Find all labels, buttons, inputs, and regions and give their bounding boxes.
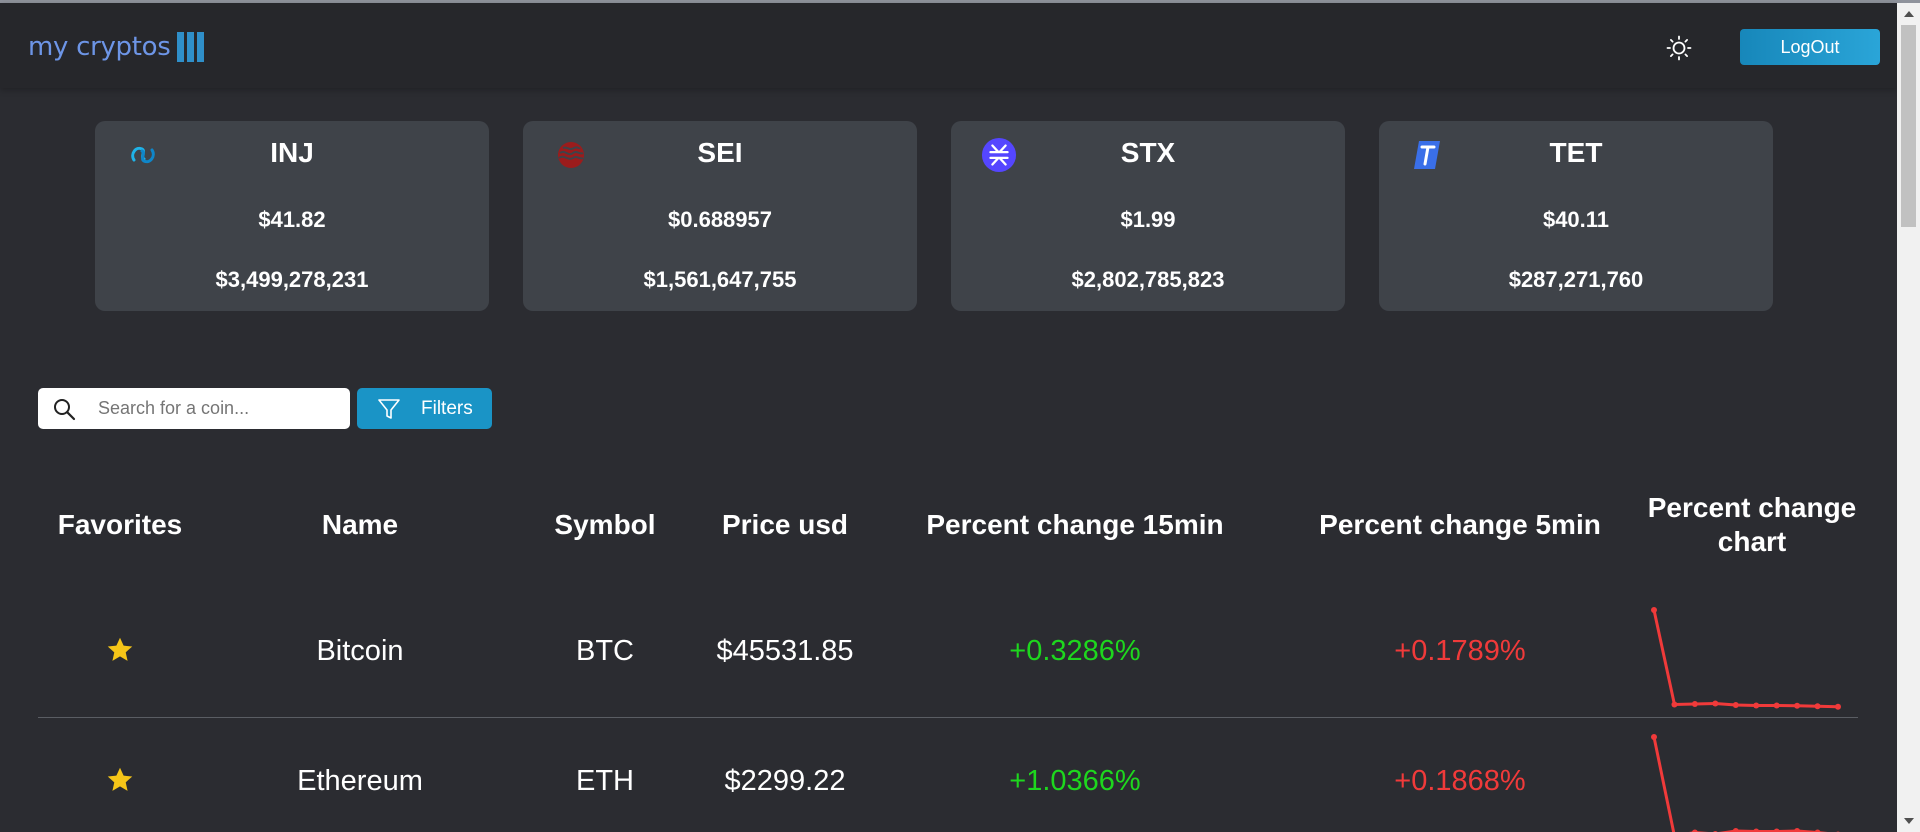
sparkline-point <box>1773 702 1780 709</box>
favorite-star-icon[interactable] <box>106 766 134 794</box>
scroll-down-arrow-icon[interactable] <box>1904 818 1914 824</box>
sparkline-point <box>1794 828 1801 832</box>
sparkline-line <box>1652 609 1839 709</box>
coin-price: $2299.22 <box>724 765 846 797</box>
column-header-change-15min[interactable]: Percent change 15min <box>926 509 1224 540</box>
sparkline-point <box>1794 702 1801 709</box>
column-header-name[interactable]: Name <box>321 509 399 540</box>
sparkline-point <box>1773 828 1780 832</box>
sparkline-point <box>1671 701 1678 708</box>
sun-icon <box>1666 35 1692 61</box>
column-header-change-5min[interactable]: Percent change 5min <box>1319 509 1601 540</box>
column-header-price[interactable]: Price usd <box>721 509 849 540</box>
filters-button[interactable]: Filters <box>357 388 492 429</box>
column-header-chart-line1: Percent change <box>1647 492 1857 523</box>
coin-card-market-cap: $287,271,760 <box>1508 267 1644 292</box>
sparkline-point <box>1753 828 1760 832</box>
coin-card-stx[interactable]: STX $1.99 $2,802,785,823 <box>951 121 1345 311</box>
coin-change-15min: +0.3286% <box>1009 635 1141 667</box>
navbar: my cryptos LogOut <box>0 3 1897 88</box>
coin-card-symbol: INJ <box>270 137 314 168</box>
sparkline-point <box>1732 702 1739 708</box>
top-coins-cards: INJ $41.82 $3,499,278,231 SEI $0.688957 … <box>95 121 1773 311</box>
search-icon <box>52 395 80 423</box>
stacks-logo-icon <box>981 137 1017 173</box>
coin-change-5min: +0.1868% <box>1394 765 1526 797</box>
percent-change-sparkline <box>1651 607 1841 710</box>
sparkline-point <box>1651 734 1657 740</box>
search-box[interactable] <box>38 388 350 429</box>
coin-card-price: $0.688957 <box>668 207 772 232</box>
sparkline-point <box>1712 700 1719 707</box>
coin-card-market-cap: $2,802,785,823 <box>1071 267 1225 292</box>
sparkline-point <box>1835 703 1841 710</box>
coin-card-market-cap: $1,561,647,755 <box>643 267 797 292</box>
coin-price: $45531.85 <box>716 635 854 667</box>
sparkline-point <box>1651 607 1657 613</box>
logo-bars-icon <box>176 32 204 62</box>
scroll-up-arrow-icon[interactable] <box>1904 11 1914 17</box>
coin-card-symbol: TET <box>1549 137 1603 168</box>
column-header-favorites[interactable]: Favorites <box>57 509 183 540</box>
sparkline-point <box>1691 829 1698 832</box>
coin-card-symbol: SEI <box>697 137 743 168</box>
window-top-border <box>0 0 1920 3</box>
theme-toggle-button[interactable] <box>1664 33 1694 63</box>
coin-card-price: $40.11 <box>1542 207 1610 232</box>
sparkline-point <box>1814 703 1821 710</box>
logout-button[interactable]: LogOut <box>1740 29 1880 65</box>
column-header-chart[interactable]: Percent change chart <box>1640 491 1864 559</box>
coin-name[interactable]: Ethereum <box>297 765 423 797</box>
vertical-scrollbar[interactable] <box>1897 3 1920 832</box>
filter-funnel-icon <box>377 397 401 421</box>
search-input[interactable] <box>98 398 338 419</box>
coin-symbol: BTC <box>576 635 634 667</box>
coin-symbol: ETH <box>576 765 634 797</box>
coin-card-tet[interactable]: TET $40.11 $287,271,760 <box>1379 121 1773 311</box>
coin-name[interactable]: Bitcoin <box>316 635 404 667</box>
sparkline-point <box>1814 829 1821 832</box>
coin-change-5min: +0.1789% <box>1394 635 1526 667</box>
coin-card-price: $41.82 <box>258 207 326 232</box>
coin-change-15min: +1.0366% <box>1009 765 1141 797</box>
sparkline-point <box>1732 828 1739 832</box>
sparkline-point <box>1691 701 1698 707</box>
row-divider <box>38 717 1858 718</box>
filters-button-label: Filters <box>421 397 473 419</box>
sei-logo-icon <box>553 137 589 173</box>
sparkline-line <box>1652 736 1828 832</box>
favorite-star-icon[interactable] <box>106 636 134 664</box>
sparkline-point <box>1753 702 1760 709</box>
coin-card-symbol: STX <box>1120 137 1176 168</box>
coin-card-market-cap: $3,499,278,231 <box>215 267 369 292</box>
coin-card-price: $1.99 <box>1120 207 1176 232</box>
scrollbar-thumb[interactable] <box>1901 25 1916 227</box>
percent-change-sparkline <box>1651 734 1840 832</box>
coin-card-sei[interactable]: SEI $0.688957 $1,561,647,755 <box>523 121 917 311</box>
column-header-symbol[interactable]: Symbol <box>554 509 656 540</box>
tectum-logo-icon <box>1409 137 1445 173</box>
injective-logo-icon <box>125 137 161 173</box>
logo-text: my cryptos <box>28 32 171 62</box>
logo[interactable]: my cryptos <box>28 29 204 65</box>
coin-card-inj[interactable]: INJ $41.82 $3,499,278,231 <box>95 121 489 311</box>
column-header-chart-line2: chart <box>1717 526 1787 557</box>
